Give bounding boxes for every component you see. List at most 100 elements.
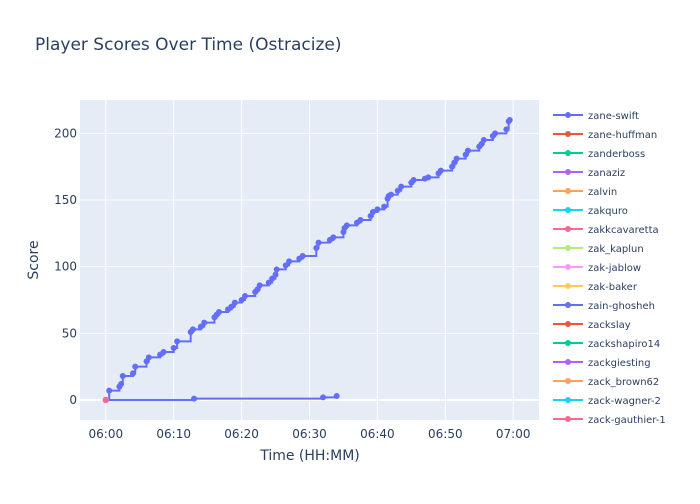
legend-swatch-marker — [565, 302, 571, 308]
legend-item[interactable]: zack-gauthier-1 — [553, 415, 666, 426]
data-point — [170, 345, 177, 351]
legend-swatch-marker — [565, 226, 571, 232]
x-tick-label: 06:00 — [89, 427, 124, 441]
legend-item[interactable]: zanaziz — [553, 168, 625, 179]
data-point — [129, 370, 136, 377]
data-point — [506, 117, 513, 123]
x-tick-label: 07:00 — [496, 427, 531, 441]
data-point — [160, 349, 167, 355]
data-point — [132, 363, 139, 370]
data-point — [381, 203, 388, 210]
data-point — [410, 177, 417, 183]
legend-swatch-marker — [565, 264, 571, 270]
legend-item[interactable]: zakkcavaretta — [553, 225, 659, 236]
data-point — [299, 253, 306, 259]
legend-swatch-marker — [565, 340, 571, 346]
legend-swatch-marker — [565, 359, 571, 365]
legend-item[interactable]: zak-jablow — [553, 263, 641, 274]
data-point — [464, 147, 471, 154]
y-tick-label: 150 — [54, 193, 77, 207]
legend-item[interactable]: zackshapiro14 — [553, 339, 660, 350]
legend-swatch-marker — [565, 397, 571, 403]
y-tick-label: 50 — [62, 326, 77, 340]
legend-item[interactable]: zackgiesting — [553, 358, 651, 369]
legend-item[interactable]: zakquro — [553, 206, 628, 217]
series-zack-gauthier-1 — [102, 397, 109, 403]
legend-item[interactable]: zalvin — [553, 187, 617, 198]
legend-swatch-marker — [565, 245, 571, 251]
y-tick-label: 100 — [54, 260, 77, 274]
data-point — [272, 271, 279, 278]
legend-item[interactable]: zak-baker — [553, 282, 638, 293]
data-point — [357, 217, 364, 223]
data-point — [492, 130, 499, 137]
legend-swatch-marker — [565, 131, 571, 137]
data-point — [330, 234, 337, 241]
x-tick-label: 06:10 — [156, 427, 191, 441]
data-point — [228, 303, 235, 310]
x-tick-label: 06:20 — [224, 427, 259, 441]
data-point — [394, 187, 401, 194]
legend-item[interactable]: zanderboss — [553, 149, 645, 160]
legend-swatch-marker — [565, 150, 571, 156]
data-point — [313, 245, 320, 251]
legend-swatch-marker — [565, 416, 571, 422]
y-tick-label: 0 — [69, 393, 77, 407]
y-axis-label: Score — [26, 240, 42, 279]
data-point — [437, 167, 444, 174]
data-point — [241, 293, 248, 299]
data-point — [503, 126, 510, 133]
x-tick-label: 06:30 — [292, 427, 327, 441]
data-point — [197, 323, 204, 330]
legend[interactable]: zane-swift zane-huffman zanderboss zanaziz z… — [553, 111, 666, 426]
data-point — [201, 319, 208, 326]
legend-label: zack_brown62 — [588, 377, 659, 388]
data-point — [315, 239, 322, 246]
legend-label: zack-wagner-2 — [588, 396, 661, 407]
data-point — [191, 395, 198, 402]
tick-labels: 06:00 06:10 06:20 06:30 06:40 06:50 07:00 0 50 10… — [54, 126, 530, 441]
legend-item[interactable]: zane-swift — [553, 111, 639, 122]
legend-label: zack-gauthier-1 — [588, 415, 666, 426]
data-point — [145, 354, 152, 361]
data-point — [106, 387, 113, 394]
data-point — [286, 258, 293, 265]
data-point — [215, 309, 222, 315]
data-point — [343, 222, 350, 229]
legend-label: zane-swift — [588, 111, 639, 122]
x-axis-label: Time (HH:MM) — [259, 448, 360, 464]
legend-label: zakkcavaretta — [588, 225, 659, 236]
data-point — [238, 297, 245, 303]
legend-label: zain-ghosheh — [588, 301, 655, 312]
legend-item[interactable]: zack_brown62 — [553, 377, 659, 388]
legend-swatch-marker — [565, 207, 571, 213]
legend-label: zackslay — [588, 320, 631, 331]
legend-swatch-marker — [565, 283, 571, 289]
legend-swatch-marker — [565, 169, 571, 175]
data-point — [231, 299, 238, 306]
legend-label: zakquro — [588, 206, 628, 217]
legend-label: zak-baker — [588, 282, 638, 293]
data-point — [369, 209, 376, 215]
legend-item[interactable]: zane-huffman — [553, 130, 657, 141]
data-point — [333, 393, 340, 399]
legend-label: zackshapiro14 — [588, 339, 660, 350]
data-point — [102, 397, 109, 403]
legend-label: zanderboss — [588, 149, 645, 160]
legend-swatch-marker — [565, 378, 571, 384]
x-tick-label: 06:50 — [428, 427, 463, 441]
legend-item[interactable]: zain-ghosheh — [553, 301, 655, 312]
legend-label: zak_kaplun — [588, 244, 644, 255]
legend-swatch-marker — [565, 112, 571, 118]
data-point — [256, 282, 263, 289]
legend-label: zane-huffman — [588, 130, 657, 141]
legend-item[interactable]: zack-wagner-2 — [553, 396, 661, 407]
legend-item[interactable]: zackslay — [553, 320, 631, 331]
legend-item[interactable]: zak_kaplun — [553, 244, 644, 255]
chart-title: Player Scores Over Time (Ostracize) — [35, 35, 342, 55]
legend-swatch-marker — [565, 321, 571, 327]
data-point — [480, 137, 487, 143]
series-zane-swift — [102, 117, 513, 403]
